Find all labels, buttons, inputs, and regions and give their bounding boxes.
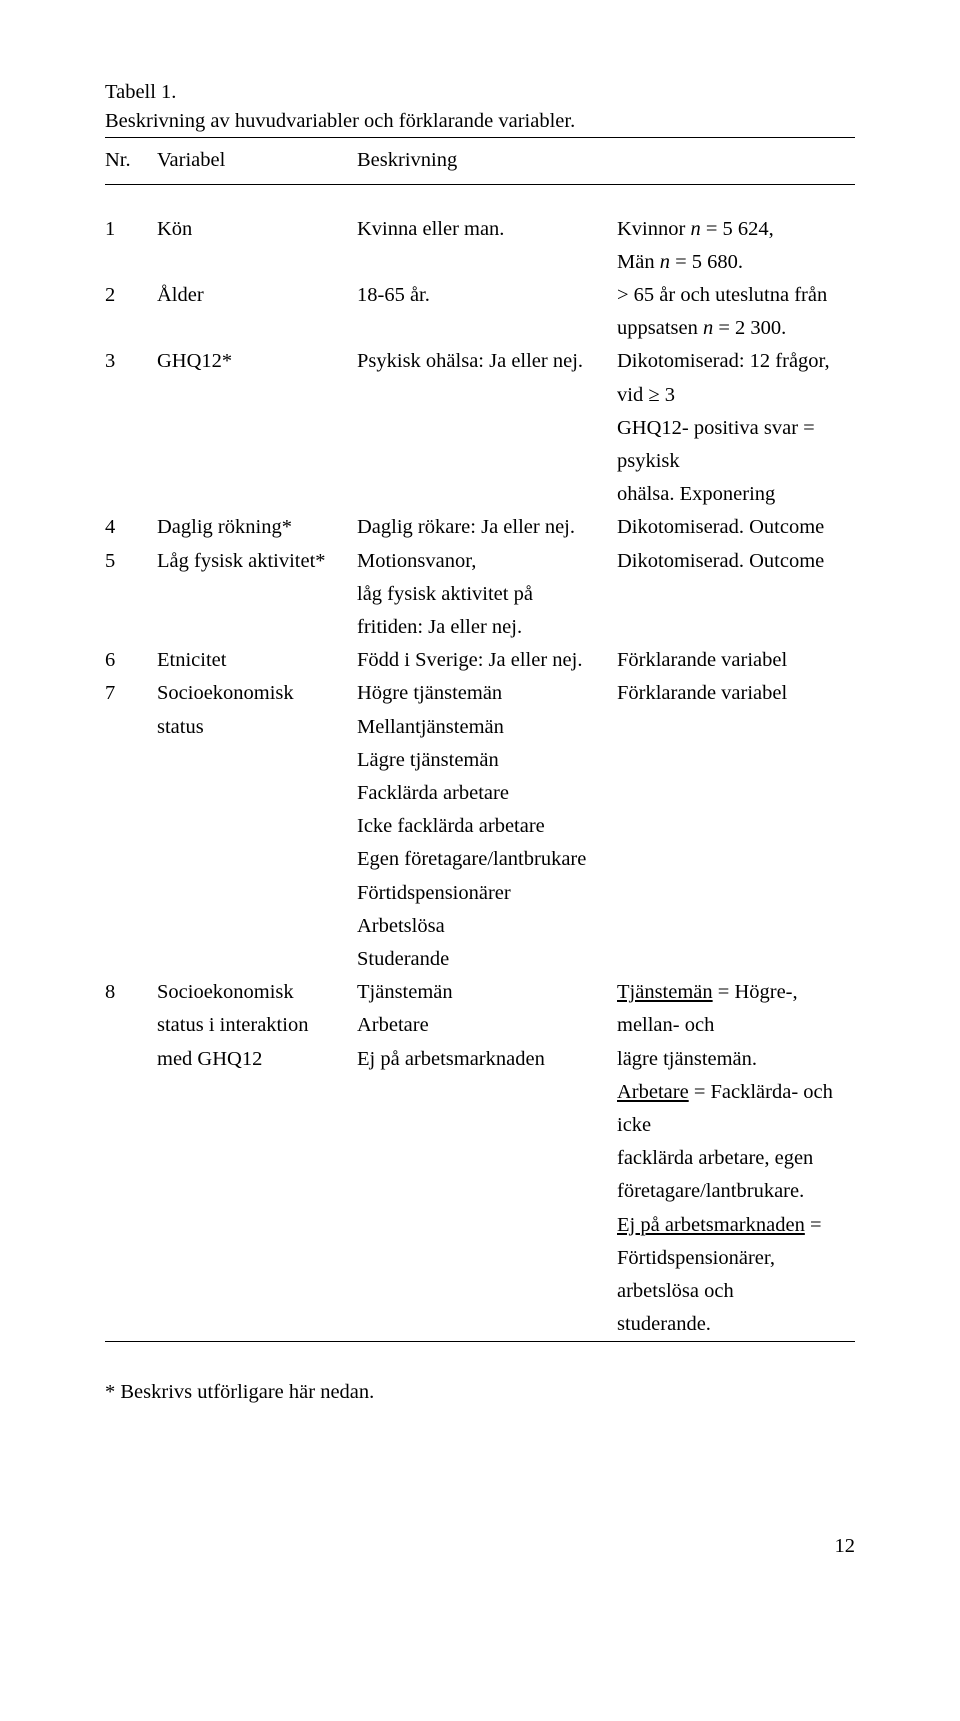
cell-variabel: Låg fysisk aktivitet* — [157, 545, 357, 578]
cell-nr: 1 — [105, 213, 157, 246]
cell-nr: 3 — [105, 345, 157, 378]
rule-bottom — [105, 1341, 855, 1342]
table-row: 1KönKvinna eller man.Kvinnor n = 5 624,M… — [105, 213, 855, 279]
table-row: 3GHQ12*Psykisk ohälsa: Ja eller nej.Diko… — [105, 345, 855, 511]
cell-beskrivning: 18-65 år. — [357, 279, 617, 312]
cell-beskrivning: Motionsvanor,låg fysisk aktivitet påfrit… — [357, 545, 617, 645]
cell-note: Förklarande variabel — [617, 677, 855, 710]
cell-beskrivning: Högre tjänstemänMellantjänstemänLägre tj… — [357, 677, 617, 976]
cell-nr: 4 — [105, 511, 157, 544]
cell-note: Dikotomiserad. Outcome — [617, 511, 855, 544]
cell-variabel: GHQ12* — [157, 345, 357, 378]
cell-beskrivning: Född i Sverige: Ja eller nej. — [357, 644, 617, 677]
cell-beskrivning: Kvinna eller man. — [357, 213, 617, 246]
cell-note: Tjänstemän = Högre-, mellan- ochlägre tj… — [617, 976, 855, 1341]
cell-note: Förklarande variabel — [617, 644, 855, 677]
caption-line2: Beskrivning av huvudvariabler och förkla… — [105, 107, 855, 136]
cell-nr: 8 — [105, 976, 157, 1009]
table-row: 6EtnicitetFödd i Sverige: Ja eller nej.F… — [105, 644, 855, 677]
header-nr: Nr. — [105, 144, 157, 177]
cell-nr: 5 — [105, 545, 157, 578]
table-header-row: Nr. Variabel Beskrivning — [105, 138, 855, 183]
table-body: 1KönKvinna eller man.Kvinnor n = 5 624,M… — [105, 213, 855, 1342]
cell-variabel: Socioekonomiskstatus — [157, 677, 357, 743]
cell-nr: 2 — [105, 279, 157, 312]
header-beskrivning: Beskrivning — [357, 144, 617, 177]
page-number: 12 — [105, 1530, 855, 1563]
header-variabel: Variabel — [157, 144, 357, 177]
table-row: 8Socioekonomiskstatus i interaktionmed G… — [105, 976, 855, 1341]
table-row: 7SocioekonomiskstatusHögre tjänstemänMel… — [105, 677, 855, 976]
table-row: 5Låg fysisk aktivitet*Motionsvanor,låg f… — [105, 545, 855, 645]
rule-under-header — [105, 184, 855, 185]
header-note — [617, 144, 855, 177]
table-caption: Tabell 1. Beskrivning av huvudvariabler … — [105, 78, 855, 135]
cell-beskrivning: Psykisk ohälsa: Ja eller nej. — [357, 345, 617, 378]
cell-beskrivning: Daglig rökare: Ja eller nej. — [357, 511, 617, 544]
cell-variabel: Daglig rökning* — [157, 511, 357, 544]
cell-nr: 7 — [105, 677, 157, 710]
table-row: 2Ålder18-65 år.> 65 år och uteslutna frå… — [105, 279, 855, 345]
cell-nr: 6 — [105, 644, 157, 677]
cell-note: Kvinnor n = 5 624,Män n = 5 680. — [617, 213, 855, 279]
caption-line1: Tabell 1. — [105, 78, 855, 107]
cell-variabel: Ålder — [157, 279, 357, 312]
cell-note: Dikotomiserad: 12 frågor, vid ≥ 3GHQ12- … — [617, 345, 855, 511]
cell-note: > 65 år och uteslutna frånuppsatsen n = … — [617, 279, 855, 345]
cell-variabel: Etnicitet — [157, 644, 357, 677]
table-footnote: * Beskrivs utförligare här nedan. — [105, 1376, 855, 1409]
cell-variabel: Kön — [157, 213, 357, 246]
cell-beskrivning: TjänstemänArbetareEj på arbetsmarknaden — [357, 976, 617, 1076]
cell-note: Dikotomiserad. Outcome — [617, 545, 855, 578]
table-row: 4Daglig rökning*Daglig rökare: Ja eller … — [105, 511, 855, 544]
cell-variabel: Socioekonomiskstatus i interaktionmed GH… — [157, 976, 357, 1076]
